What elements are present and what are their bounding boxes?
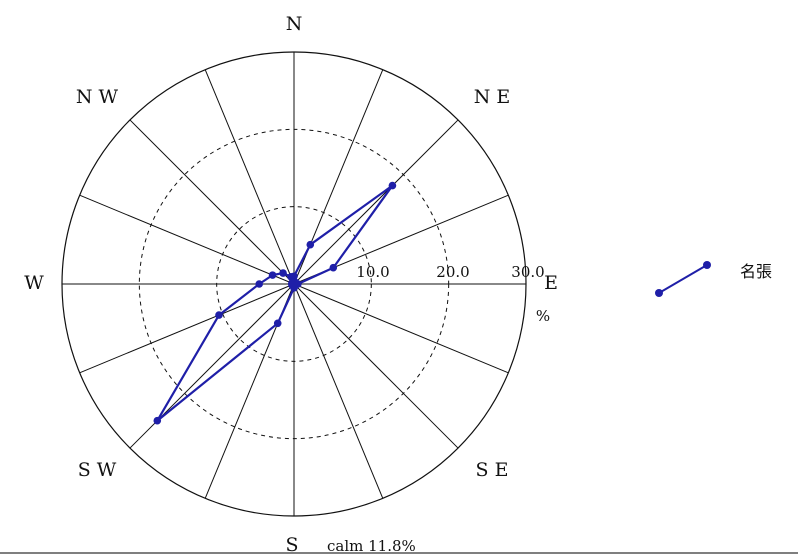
data-point-sw	[153, 416, 162, 425]
spoke-wsw	[79, 283, 295, 374]
dir-label-s: S	[285, 534, 298, 555]
legend-label: 名張	[740, 262, 772, 281]
legend-marker	[655, 289, 663, 297]
spoke-wnw	[79, 194, 295, 285]
ring-tick-label: 30.0	[511, 263, 544, 281]
dir-label-e: E	[544, 272, 558, 294]
ring-tick-label: 20.0	[436, 263, 469, 281]
dir-label-ne: N E	[474, 86, 511, 108]
data-point-ssw	[273, 319, 282, 328]
data-point-ene	[329, 263, 338, 272]
legend-marker	[703, 261, 711, 269]
ring-tick-label: 10.0	[356, 263, 389, 281]
data-point-wnw	[268, 271, 277, 279]
direction-labels: N N E E S E S S W W N W	[24, 13, 558, 555]
spoke-sw	[129, 283, 295, 449]
dir-label-n: N	[286, 13, 303, 35]
legend-swatch	[658, 264, 708, 294]
spoke-nnw	[204, 69, 295, 285]
data-point-nw	[279, 269, 287, 277]
spoke-ese	[293, 283, 509, 374]
data-point-w	[255, 280, 263, 288]
data-point-nne	[306, 240, 315, 249]
legend: 名張	[655, 261, 772, 297]
ring-tick-labels: 10.0 20.0 30.0 %	[356, 263, 550, 325]
dir-label-w: W	[24, 272, 44, 294]
unit-label: %	[536, 307, 550, 325]
series-layer	[153, 181, 397, 425]
data-point-wsw	[215, 311, 223, 319]
spoke-nw	[129, 119, 295, 285]
dir-label-nw: N W	[76, 86, 119, 108]
spoke-sse	[293, 283, 384, 499]
dir-label-se: S E	[476, 459, 509, 481]
spoke-ne	[293, 119, 459, 285]
data-point-ne	[388, 181, 397, 190]
calm-label: calm 11.8%	[327, 537, 416, 555]
spoke-se	[293, 283, 459, 449]
dir-label-sw: S W	[78, 459, 117, 481]
center-marker	[288, 278, 300, 290]
